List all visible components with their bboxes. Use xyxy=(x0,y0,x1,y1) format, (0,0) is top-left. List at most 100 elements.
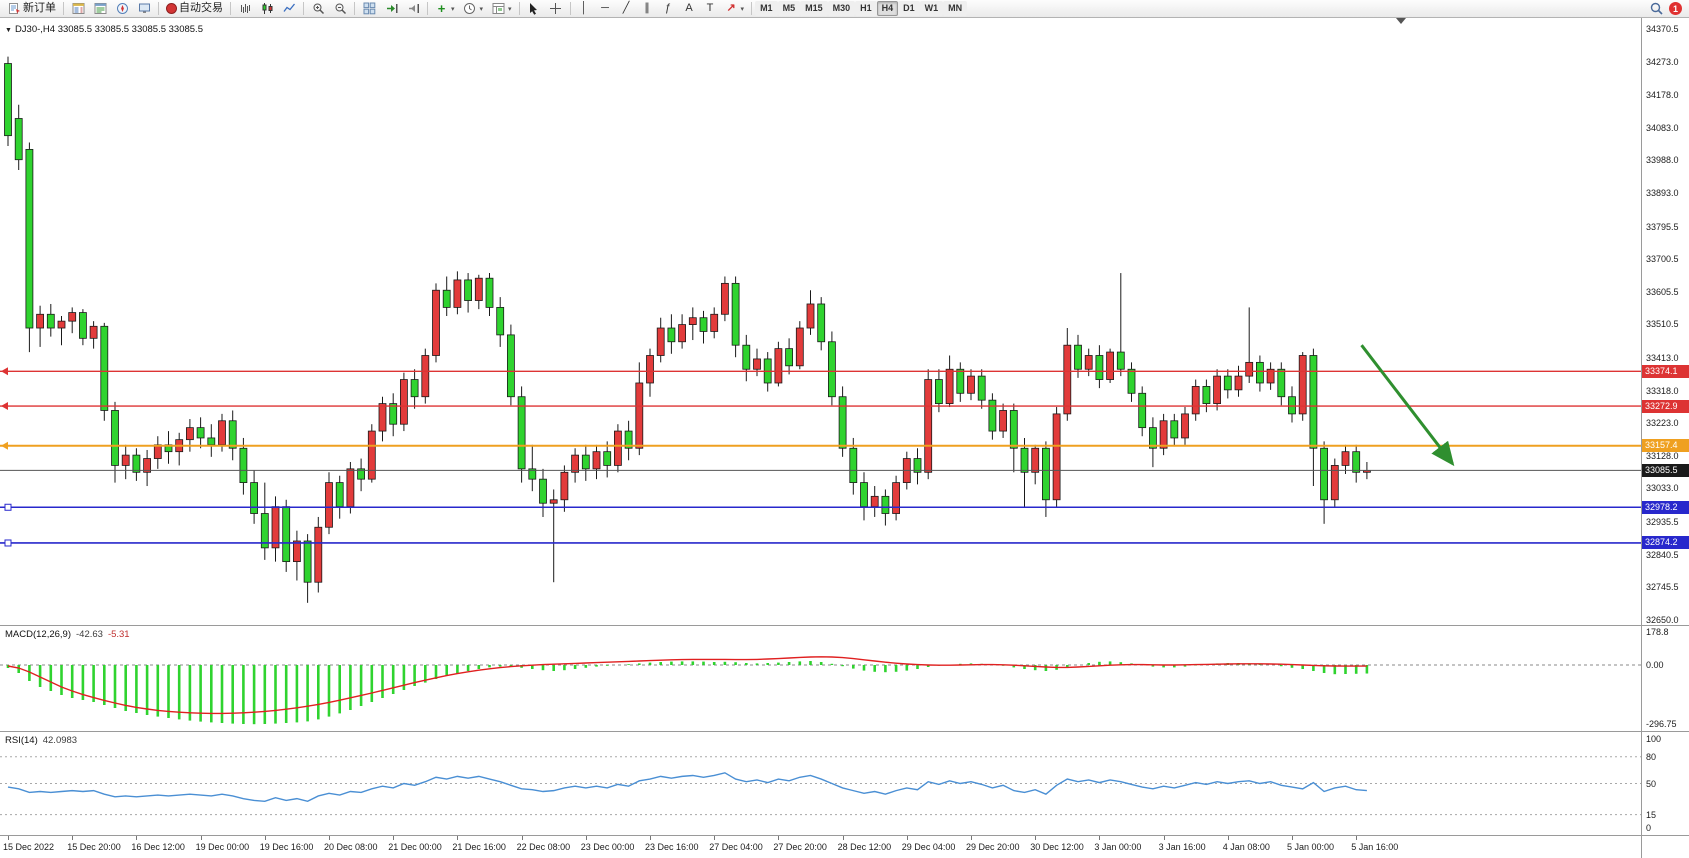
candle-body xyxy=(1256,361,1264,384)
timeframe-m15-button[interactable]: M15 xyxy=(800,1,828,16)
line-handle[interactable] xyxy=(4,539,12,547)
candle-body xyxy=(785,348,793,367)
candle-body xyxy=(314,526,323,583)
line-chart-mode-button[interactable] xyxy=(278,0,300,18)
candle-body xyxy=(935,379,943,404)
cursor-tool-button[interactable] xyxy=(523,0,545,18)
time-tick xyxy=(1292,836,1293,840)
time-tick xyxy=(329,836,330,840)
symbol-info-text: DJ30-,H4 33085.5 33085.5 33085.5 33085.5 xyxy=(14,24,203,35)
market-watch-icon xyxy=(71,2,85,15)
timeframe-m30-button[interactable]: M30 xyxy=(827,1,856,16)
horizontal-line-tool-button[interactable]: ─ xyxy=(595,0,616,18)
candle-body xyxy=(1277,368,1286,398)
candle-body xyxy=(1191,386,1200,415)
chevron-down-icon: ▾ xyxy=(451,5,455,13)
timeframe-d1-button[interactable]: D1 xyxy=(898,1,920,16)
time-label: 29 Dec 20:00 xyxy=(966,842,1020,852)
zoom-out-button[interactable] xyxy=(329,0,351,18)
auto-scroll-button[interactable] xyxy=(380,0,402,18)
macd-indicator-pane[interactable]: MACD(12,26,9) -42.63 -5.31 178.8 0.00 -296.7… xyxy=(0,625,1689,731)
toolbar-separator xyxy=(354,2,355,15)
tile-windows-button[interactable] xyxy=(358,0,380,18)
main-chart-canvas[interactable] xyxy=(0,18,1641,625)
time-tick xyxy=(521,836,523,840)
price-tick-label: 32840.5 xyxy=(1646,549,1679,560)
label-tool-button[interactable]: T xyxy=(700,0,721,18)
line-handle[interactable] xyxy=(4,503,12,511)
candle-body xyxy=(506,334,515,398)
trend-arrow[interactable] xyxy=(1360,344,1455,467)
rsi-canvas[interactable] xyxy=(0,732,1641,835)
candle-body xyxy=(828,341,836,398)
candle-body xyxy=(731,282,740,346)
candle-body xyxy=(79,312,87,339)
one-click-trading-arrow-icon[interactable]: ▼ xyxy=(5,27,12,34)
autotrading-button[interactable]: 自动交易 xyxy=(162,0,227,18)
timeframe-h4-button[interactable]: H4 xyxy=(876,1,899,16)
candle-body xyxy=(967,375,975,394)
timeframe-h1-button[interactable]: H1 xyxy=(855,1,877,16)
candlestick-mode-button[interactable] xyxy=(256,0,278,18)
candle-body xyxy=(196,427,205,439)
text-tool-button[interactable]: A xyxy=(679,0,700,18)
macd-axis: 178.8 0.00 -296.75 xyxy=(1641,626,1689,731)
rsi-indicator-pane[interactable]: RSI(14) 42.0983 100 80 50 15 0 xyxy=(0,731,1689,835)
toolbar-separator xyxy=(303,2,304,15)
candle-body xyxy=(121,454,130,466)
candle-body xyxy=(528,468,537,480)
price-axis[interactable]: 34370.5 34273.0 34178.0 34083.0 33988.0 33893… xyxy=(1641,18,1689,625)
crosshair-tool-button[interactable] xyxy=(545,0,567,18)
templates-button[interactable]: ▾ xyxy=(487,0,516,18)
bar-chart-mode-button[interactable] xyxy=(234,0,256,18)
timeframe-m1-button[interactable]: M1 xyxy=(755,1,778,16)
channel-tool-button[interactable]: ∥ xyxy=(637,0,658,18)
time-label: 3 Jan 16:00 xyxy=(1158,842,1206,852)
candle-body xyxy=(1052,413,1061,501)
terminal-button[interactable] xyxy=(133,0,155,18)
vertical-line-icon: │ xyxy=(580,2,588,14)
chart-shift-marker[interactable] xyxy=(1396,18,1406,24)
timeframe-m5-button[interactable]: M5 xyxy=(777,1,801,16)
timeframe-mn-button[interactable]: MN xyxy=(943,1,968,16)
notification-badge[interactable]: 1 xyxy=(1669,2,1682,15)
text-tool-icon: A xyxy=(685,2,693,14)
main-chart-pane[interactable]: ▼ DJ30-,H4 33085.5 33085.5 33085.5 33085.… xyxy=(0,18,1689,625)
data-window-button[interactable] xyxy=(89,0,111,18)
line-handle[interactable] xyxy=(1,402,8,411)
toolbar: 新订单 自动交易 + ▾ ▾ ▾ xyxy=(0,0,1689,18)
zoom-out-icon xyxy=(333,2,347,15)
candle-body xyxy=(1106,351,1114,380)
candle-body xyxy=(100,325,109,411)
vertical-line-tool-button[interactable]: │ xyxy=(574,0,595,18)
fibonacci-icon: ƒ xyxy=(664,2,672,14)
fibonacci-tool-button[interactable]: ƒ xyxy=(658,0,679,18)
time-tick xyxy=(778,836,780,840)
line-handle[interactable] xyxy=(1,367,8,376)
candle-body xyxy=(1149,427,1157,449)
chart-shift-button[interactable] xyxy=(402,0,424,18)
trendline-tool-button[interactable]: ╱ xyxy=(616,0,637,18)
candle-body xyxy=(667,327,676,343)
zoom-in-button[interactable] xyxy=(307,0,329,18)
candle-body xyxy=(239,447,248,483)
line-handle[interactable] xyxy=(1,441,8,450)
search-button[interactable] xyxy=(1645,0,1667,18)
macd-canvas[interactable] xyxy=(0,626,1641,731)
navigator-button[interactable] xyxy=(111,0,133,18)
candle-body xyxy=(614,430,622,466)
rsi-label: RSI(14) 42.0983 xyxy=(5,735,77,746)
cursor-icon xyxy=(527,2,541,15)
trendline-icon: ╱ xyxy=(622,2,630,14)
price-tick-label: 33605.5 xyxy=(1646,286,1679,297)
timeframe-w1-button[interactable]: W1 xyxy=(919,1,944,16)
indicators-button[interactable]: + ▾ xyxy=(431,0,459,18)
arrows-tool-button[interactable]: ↗ ▾ xyxy=(721,0,749,18)
new-order-button[interactable]: 新订单 xyxy=(3,0,60,18)
candle-body xyxy=(838,396,847,449)
market-watch-button[interactable] xyxy=(67,0,89,18)
periods-button[interactable]: ▾ xyxy=(459,0,488,18)
time-axis[interactable]: 15 Dec 2022 15 Dec 20:00 16 Dec 12:00 19 De… xyxy=(0,835,1689,858)
candle-body xyxy=(1009,410,1018,449)
price-tick-label: 32650.0 xyxy=(1646,615,1679,625)
